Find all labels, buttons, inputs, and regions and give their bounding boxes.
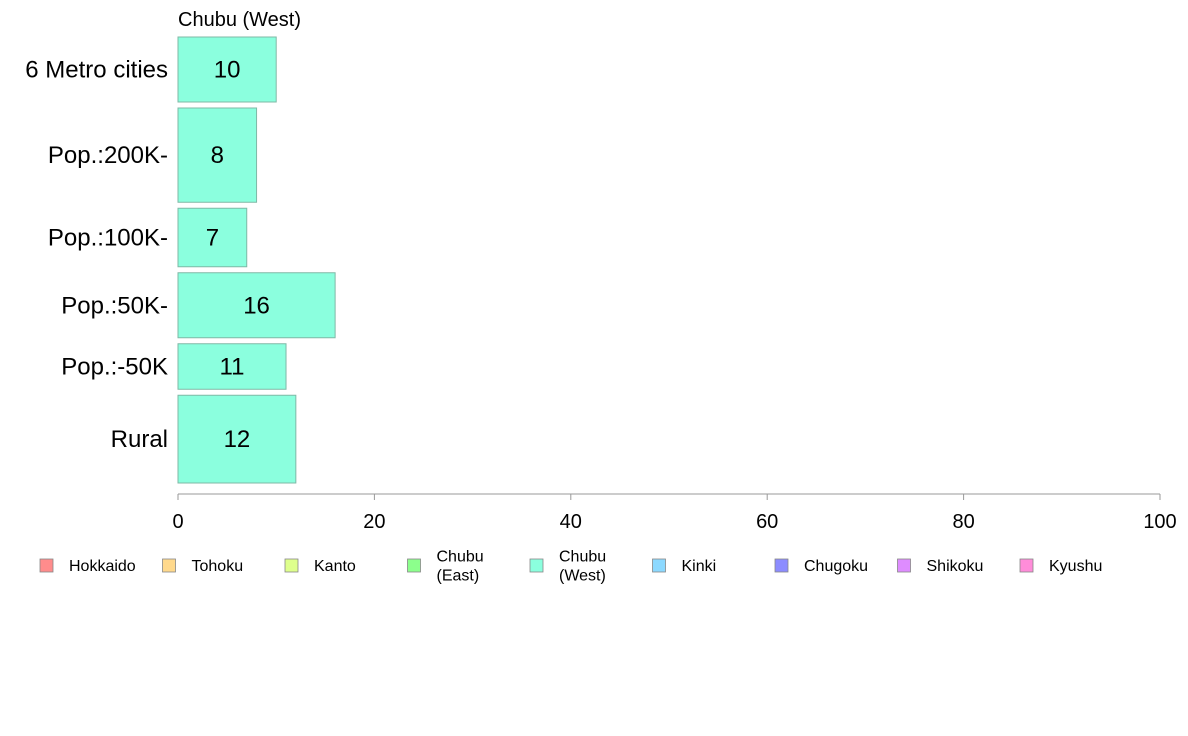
x-tick-label: 20 xyxy=(363,511,385,533)
legend-label: Kyushu xyxy=(1049,558,1102,575)
x-tick-label: 80 xyxy=(952,511,974,533)
legend-label: (East) xyxy=(437,568,480,585)
legend-swatch xyxy=(652,558,666,573)
x-tick-label: 60 xyxy=(756,511,778,533)
category-label: Rural xyxy=(111,426,168,453)
legend-item: Chugoku xyxy=(774,558,868,575)
bar-value-label: 12 xyxy=(224,426,251,453)
x-tick-label: 0 xyxy=(172,511,183,533)
legend: Hokkaido Tohoku Kanto Chubu (East) Chubu (West… xyxy=(39,549,1102,585)
bar-value-label: 7 xyxy=(206,225,219,252)
legend-label: Chugoku xyxy=(804,558,868,575)
legend-swatch xyxy=(407,558,421,573)
category-label: Pop.:100K- xyxy=(48,225,168,252)
bar xyxy=(177,272,336,339)
legend-label: Kanto xyxy=(314,558,356,575)
bar-group: 7 Pop.:100K- xyxy=(48,207,248,268)
legend-item: Tohoku xyxy=(162,558,244,575)
legend-label: (West) xyxy=(559,568,606,585)
legend-label: Shikoku xyxy=(927,558,984,575)
legend-label: Chubu xyxy=(559,549,606,566)
legend-item: Kyushu xyxy=(1019,558,1102,575)
legend-swatch xyxy=(39,558,54,573)
legend-item: Kanto xyxy=(284,558,356,575)
bar xyxy=(177,394,297,484)
category-label: 6 Metro cities xyxy=(25,57,168,84)
bar xyxy=(177,207,248,268)
chart-title: Chubu (West) xyxy=(178,9,301,31)
x-tick-label: 40 xyxy=(560,511,582,533)
legend-swatch xyxy=(774,558,789,573)
legend-swatch xyxy=(284,558,299,573)
bar xyxy=(177,343,287,390)
legend-swatch xyxy=(897,558,911,573)
category-label: Pop.:-50K xyxy=(61,354,168,381)
bar-group: 16 Pop.:50K- xyxy=(61,272,336,339)
bar-group: 8 Pop.:200K- xyxy=(48,107,258,203)
legend-item: Kinki xyxy=(652,558,717,575)
bar-group: 11 Pop.:-50K xyxy=(61,343,287,390)
legend-label: Tohoku xyxy=(192,558,244,575)
bar-group: 12 Rural xyxy=(111,394,297,484)
bars-layer: 10 6 Metro cities 8 Pop.:200K- 7 Pop.:100K- 16… xyxy=(25,36,336,484)
legend-swatch xyxy=(1019,558,1034,573)
x-tick-label: 100 xyxy=(1143,511,1176,533)
legend-swatch xyxy=(162,558,176,573)
legend-label: Chubu xyxy=(437,549,484,566)
bar-value-label: 11 xyxy=(220,354,245,381)
bar xyxy=(177,36,277,103)
legend-item: Hokkaido xyxy=(39,558,136,575)
legend-item: Chubu (East) xyxy=(407,549,484,585)
legend-item: Chubu (West) xyxy=(529,549,606,585)
category-label: Pop.:50K- xyxy=(61,292,168,319)
bar-value-label: 8 xyxy=(211,142,224,169)
x-axis: 0 20 40 60 80 100 xyxy=(172,493,1177,533)
category-label: Pop.:200K- xyxy=(48,142,168,169)
legend-label: Kinki xyxy=(682,558,717,575)
legend-item: Shikoku xyxy=(897,558,984,575)
legend-label: Hokkaido xyxy=(69,558,136,575)
bar-value-label: 10 xyxy=(214,57,241,84)
bar xyxy=(177,107,258,203)
bar-value-label: 16 xyxy=(243,292,270,319)
bar-group: 10 6 Metro cities xyxy=(25,36,277,103)
legend-swatch xyxy=(529,558,544,573)
